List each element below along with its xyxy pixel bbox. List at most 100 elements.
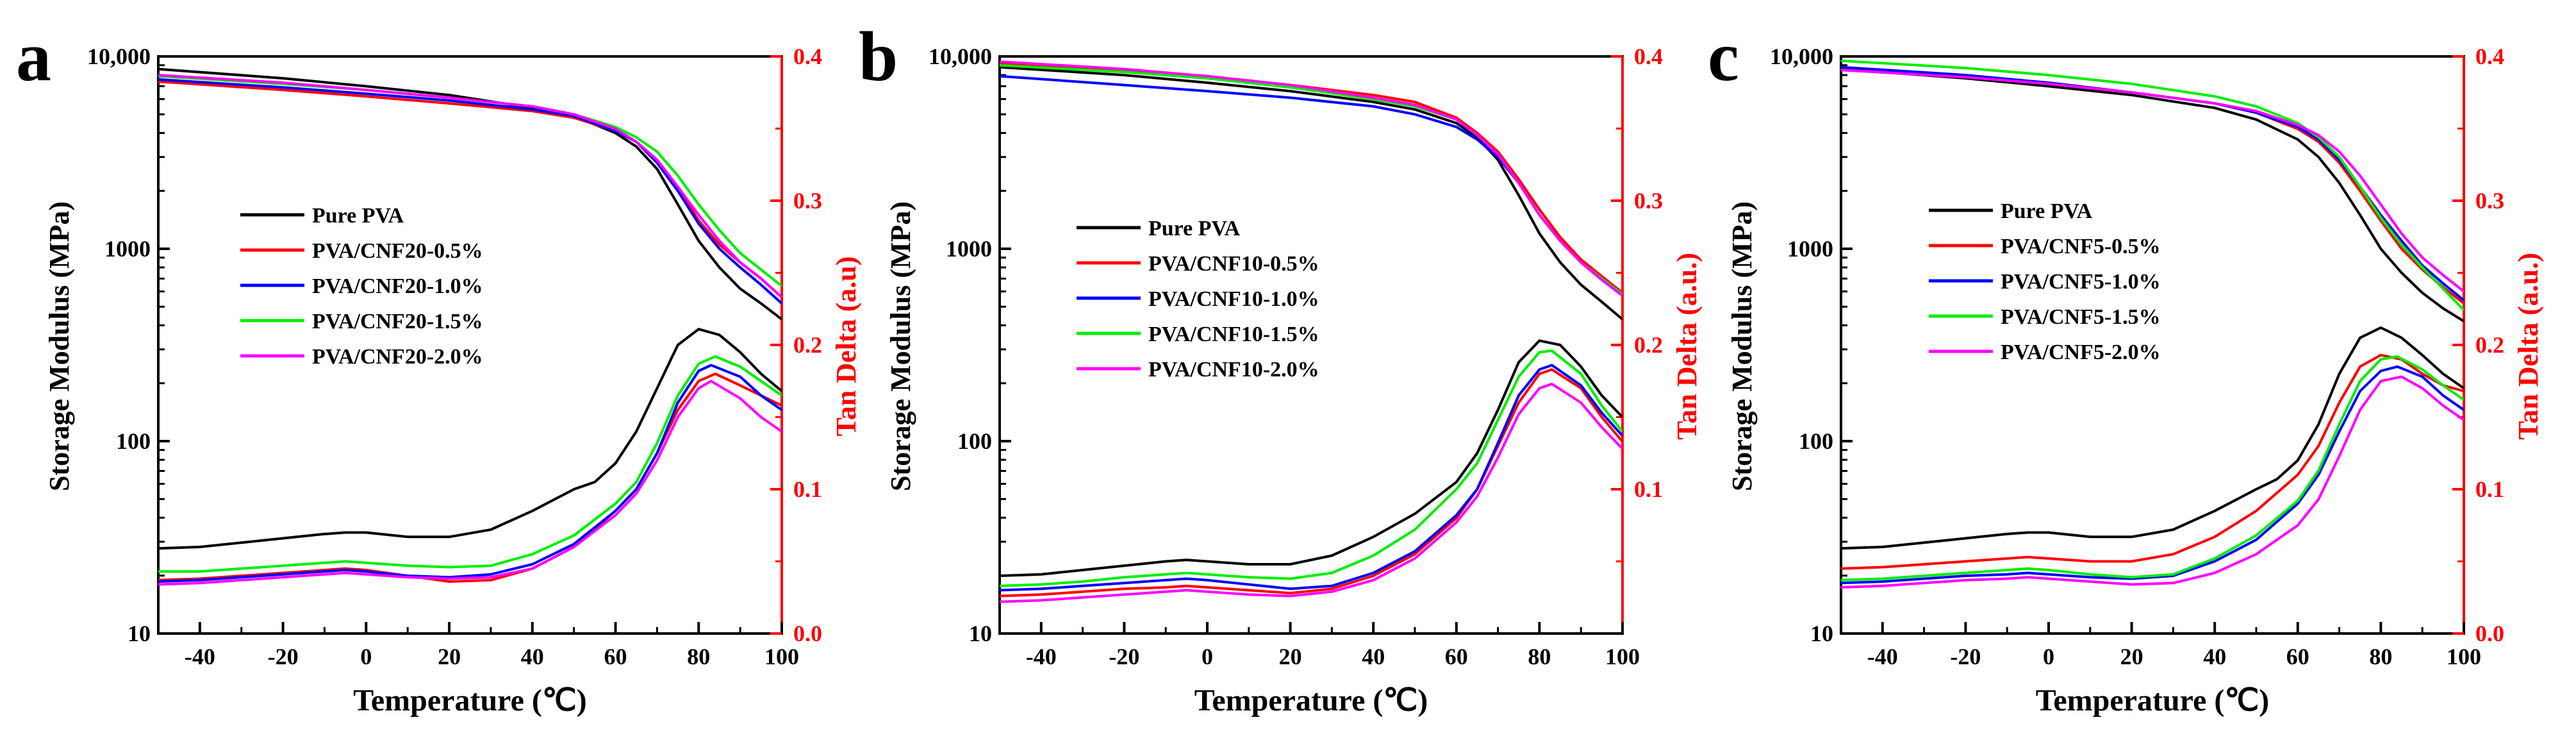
legend-label: PVA/CNF20-0.5% — [312, 239, 483, 263]
left-axis-title: Storage Modulus (MPa) — [885, 201, 916, 491]
chart-panel-c: -40 -20 0 20 40 60 80 100 10 100 1000 10,000 0.0 0.1 0… — [1708, 17, 2544, 718]
x-tick-label: 40 — [521, 644, 544, 669]
right-tick-label: 0.4 — [2475, 44, 2504, 69]
left-tick-label: 10,000 — [87, 44, 151, 69]
x-tick-label: -40 — [185, 644, 215, 669]
tan-delta-line-0 — [1000, 339, 1622, 577]
x-tick-label: 100 — [1605, 644, 1640, 669]
modulus-line-0 — [158, 67, 782, 321]
x-tick-label: 40 — [2203, 644, 2226, 669]
x-axis-title: Temperature (℃) — [2036, 684, 2270, 718]
tan-delta-line-2 — [1841, 365, 2464, 585]
tan-delta-line-2 — [1000, 364, 1622, 592]
right-tick-label: 0.3 — [793, 188, 822, 214]
right-tick-label: 0.3 — [2475, 188, 2504, 214]
tan-delta-line-1 — [1841, 353, 2464, 570]
x-tick-label: -20 — [268, 644, 299, 669]
right-tick-label: 0.1 — [2475, 476, 2504, 502]
legend-label: PVA/CNF10-1.0% — [1148, 287, 1319, 311]
right-axis-title: Tan Delta (a.u.) — [2513, 253, 2544, 440]
x-tick-label: -40 — [1026, 644, 1057, 669]
legend-label: Pure PVA — [1148, 217, 1241, 240]
legend-label: PVA/CNF10-2.0% — [1148, 358, 1319, 382]
tan-delta-line-0 — [1841, 326, 2464, 550]
legend-label: PVA/CNF20-2.0% — [312, 345, 483, 369]
left-tick-label: 10,000 — [929, 44, 992, 69]
x-tick-label: 80 — [2369, 644, 2392, 669]
panel-letter: c — [1708, 17, 1739, 96]
left-tick-label: 10 — [128, 621, 151, 646]
modulus-line-4 — [1000, 60, 1622, 297]
x-tick-label: 0 — [1201, 644, 1213, 669]
x-tick-label: 20 — [2120, 644, 2143, 669]
legend-label: PVA/CNF5-2.0% — [2001, 340, 2161, 364]
panel-letter: a — [16, 17, 51, 96]
legend-label: PVA/CNF5-0.5% — [2001, 235, 2161, 258]
legend-label: PVA/CNF10-0.5% — [1148, 252, 1319, 276]
right-axis-title: Tan Delta (a.u.) — [1671, 253, 1703, 440]
x-axis-title: Temperature (℃) — [353, 684, 587, 718]
right-axis-title: Tan Delta (a.u) — [830, 256, 862, 437]
x-axis-title: Temperature (℃) — [1194, 684, 1428, 718]
legend-label: PVA/CNF20-1.0% — [312, 274, 483, 298]
right-tick-label: 0.3 — [1634, 188, 1663, 214]
legend-label: PVA/CNF5-1.5% — [2001, 305, 2161, 329]
modulus-line-1 — [1841, 67, 2464, 305]
tan-delta-line-4 — [1841, 375, 2464, 589]
right-tick-label: 0.4 — [793, 44, 822, 69]
x-tick-label: 100 — [2447, 644, 2481, 669]
right-tick-label: 0.2 — [793, 332, 822, 358]
x-tick-label: 100 — [764, 644, 799, 669]
left-tick-label: 10,000 — [1770, 44, 1833, 69]
right-tick-label: 0.0 — [793, 621, 822, 646]
tan-delta-line-3 — [1841, 355, 2464, 582]
panel-letter: b — [859, 17, 898, 96]
modulus-line-3 — [1841, 59, 2464, 311]
x-tick-label: 20 — [1279, 644, 1302, 669]
left-tick-label: 100 — [1799, 428, 1833, 454]
legend-label: PVA/CNF5-1.0% — [2001, 270, 2161, 294]
x-tick-label: -20 — [1950, 644, 1981, 669]
right-tick-label: 0.1 — [793, 476, 822, 502]
legend-label: PVA/CNF20-1.5% — [312, 310, 483, 333]
tan-delta-line-0 — [158, 328, 782, 550]
right-tick-label: 0.4 — [1634, 44, 1663, 69]
x-tick-label: 60 — [604, 644, 627, 669]
x-tick-label: 20 — [438, 644, 461, 669]
x-tick-label: -40 — [1867, 644, 1898, 669]
left-axis-title: Storage Modulus (MPa) — [44, 201, 75, 491]
right-tick-label: 0.1 — [1634, 476, 1663, 502]
tan-delta-line-1 — [158, 373, 782, 583]
x-tick-label: -20 — [1109, 644, 1139, 669]
left-tick-label: 100 — [957, 428, 992, 454]
legend-label: Pure PVA — [312, 204, 404, 228]
modulus-line-2 — [1841, 65, 2464, 301]
x-tick-label: 80 — [1528, 644, 1551, 669]
left-tick-label: 10 — [969, 621, 992, 646]
x-tick-label: 60 — [2286, 644, 2309, 669]
tan-delta-line-2 — [158, 364, 782, 583]
x-tick-label: 60 — [1445, 644, 1468, 669]
left-tick-label: 1000 — [1787, 236, 1833, 262]
x-tick-label: 0 — [2043, 644, 2054, 669]
tan-delta-line-3 — [158, 355, 782, 573]
modulus-line-0 — [1841, 67, 2464, 323]
x-tick-label: 0 — [360, 644, 372, 669]
tan-delta-line-4 — [158, 380, 782, 586]
x-tick-label: 40 — [1362, 644, 1385, 669]
left-axis-title: Storage Modulus (MPa) — [1726, 201, 1758, 491]
modulus-line-0 — [1000, 65, 1622, 321]
left-tick-label: 10 — [1810, 621, 1833, 646]
legend-label: Pure PVA — [2001, 199, 2093, 223]
tan-delta-line-4 — [1000, 382, 1622, 603]
legend-label: PVA/CNF10-1.5% — [1148, 323, 1319, 346]
chart-panel-a: -40 -20 0 20 40 60 80 100 10 100 1000 10,000 0.0 0.1 0… — [16, 17, 862, 718]
tan-delta-line-3 — [1000, 349, 1622, 587]
left-tick-label: 1000 — [104, 236, 151, 262]
right-tick-label: 0.2 — [1634, 332, 1663, 358]
left-tick-label: 100 — [116, 428, 151, 454]
right-tick-label: 0.0 — [2475, 621, 2504, 646]
modulus-line-4 — [1841, 69, 2464, 293]
right-tick-label: 0.2 — [2475, 332, 2504, 358]
